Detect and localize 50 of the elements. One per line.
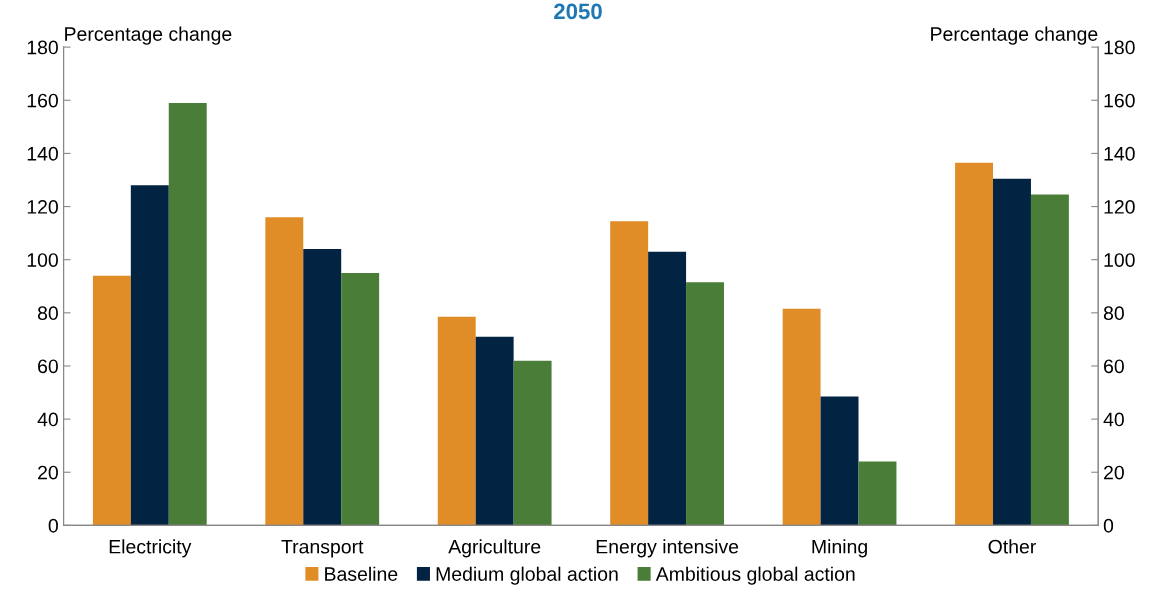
bar [782,308,821,526]
bar [993,178,1031,526]
x-tick-label: Other [988,539,1036,554]
x-tick-label: Electricity [109,539,192,558]
bar [265,217,304,526]
y2-tick-label: 40 [1103,412,1124,427]
legend-label: Ambitious global action [655,566,855,585]
y2-tick-label: 0 [1103,518,1114,533]
x-tick-label: Transport [281,539,364,558]
y-axis-title: Percentage change [65,26,232,45]
y-tick-label: 180 [27,40,58,55]
legend-label: Medium global action [436,566,618,585]
bar [955,162,994,526]
bar [168,102,207,526]
y2-tick-label: 140 [1104,146,1135,161]
chart-title: 2050 [554,3,602,20]
y2-tick-label: 120 [1104,200,1135,214]
bar [858,461,897,526]
bar [341,272,380,526]
y2-tick-label: 160 [1104,93,1135,108]
y-tick-label: 100 [27,253,58,267]
y2-tick-label: 100 [1104,253,1135,267]
x-tick-label: Energy intensive [596,539,739,558]
y2-tick-label: 80 [1103,306,1124,321]
bar [648,251,687,526]
bar [610,221,649,526]
bar [686,282,725,526]
bar [130,185,169,526]
bar [475,336,514,526]
bar [1030,194,1069,526]
y-tick-label: 120 [27,200,58,214]
y-tick-label: 140 [27,146,58,161]
y-tick-label: 80 [37,306,58,321]
y-tick-label: 160 [27,93,58,108]
x-tick-label: Mining [812,539,867,558]
bar [513,360,552,526]
y2-tick-label: 60 [1104,359,1124,374]
y-tick-label: 0 [48,518,58,533]
y2-axis-title: Percentage change [931,26,1098,45]
y-tick-label: 60 [38,359,58,374]
y-tick-label: 40 [37,412,58,427]
legend-label: Baseline [325,566,398,581]
y2-tick-label: 180 [1104,40,1135,55]
x-tick-label: Agriculture [448,539,541,558]
bar [437,316,476,526]
y-tick-label: 20 [38,465,58,480]
y2-tick-label: 20 [1104,465,1124,480]
bar [820,396,859,526]
bar [303,249,342,526]
bar [92,275,131,526]
